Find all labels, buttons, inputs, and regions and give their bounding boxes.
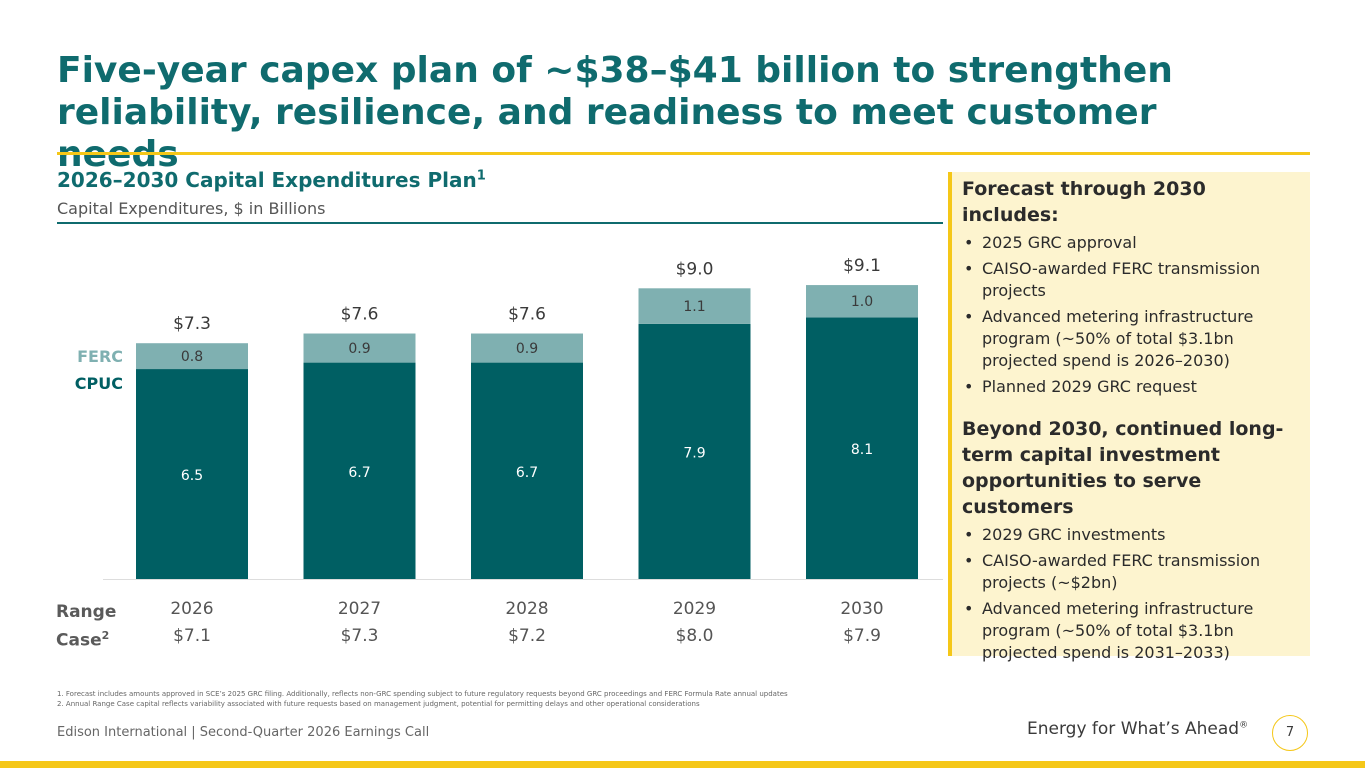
forecast-list: 2025 GRC approval CAISO-awarded FERC tra…	[962, 232, 1302, 398]
bar-ferc-2028	[471, 333, 583, 363]
panel-heading-forecast: Forecast through 2030 includes:	[962, 178, 1206, 226]
list-item: Planned 2029 GRC request	[962, 376, 1302, 398]
legend-ferc: FERC	[77, 347, 123, 366]
bar-total-label: $9.1	[843, 256, 881, 276]
bar-total-label: $7.6	[508, 305, 546, 325]
bar-cpuc-2029	[638, 323, 751, 579]
footer-event-label: Edison International | Second-Quarter 20…	[57, 725, 430, 740]
bar-cpuc-2026	[136, 369, 248, 579]
range-case-value: $7.9	[843, 626, 881, 646]
range-case-footnote-mark: 2	[101, 629, 110, 642]
panel-heading-beyond: Beyond 2030, continued long-term capital…	[962, 418, 1284, 518]
range-case-label-line2: Case2	[56, 629, 110, 651]
forecast-panel: Forecast through 2030 includes: 2025 GRC…	[948, 172, 1310, 662]
list-item: 2025 GRC approval	[962, 232, 1302, 254]
range-case-label: Range Case2	[56, 600, 116, 653]
data-label-cpuc: 7.9	[683, 445, 705, 461]
list-item: 2029 GRC investments	[962, 524, 1302, 546]
chart-subtitle: Capital Expenditures, $ in Billions	[57, 199, 326, 218]
data-label-ferc: 1.0	[851, 294, 873, 310]
x-tick-label: 2026	[170, 599, 213, 619]
range-case-value: $8.0	[676, 626, 714, 646]
bar-cpuc-2027	[303, 362, 416, 579]
x-tick-label: 2029	[673, 599, 716, 619]
page-number: 7	[1272, 715, 1308, 751]
list-item: Advanced metering infrastructure program…	[962, 306, 1302, 372]
data-label-ferc: 0.8	[181, 349, 203, 365]
data-label-ferc: 0.9	[516, 341, 538, 357]
bar-total-label: $7.6	[341, 305, 379, 325]
data-label-cpuc: 6.5	[181, 468, 203, 484]
bar-ferc-2027	[303, 333, 416, 363]
bar-ferc-2029	[638, 288, 751, 324]
chart-title: 2026–2030 Capital Expenditures Plan1	[57, 168, 486, 192]
chart-title-text: 2026–2030 Capital Expenditures Plan	[57, 168, 477, 192]
registered-mark: ®	[1239, 720, 1249, 731]
bar-ferc-2026	[136, 343, 248, 370]
footnotes: 1. Forecast includes amounts approved in…	[57, 689, 788, 709]
range-case-value: $7.2	[508, 626, 546, 646]
x-tick-label: 2027	[338, 599, 381, 619]
beyond-list: 2029 GRC investments CAISO-awarded FERC …	[962, 524, 1302, 664]
range-case-value: $7.3	[341, 626, 379, 646]
bar-total-label: $9.0	[676, 259, 714, 279]
list-item: CAISO-awarded FERC transmission projects	[962, 258, 1302, 302]
range-case-value: $7.1	[173, 626, 211, 646]
data-label-cpuc: 6.7	[348, 465, 370, 481]
x-tick-label: 2030	[840, 599, 883, 619]
data-label-ferc: 0.9	[348, 341, 370, 357]
legend-cpuc: CPUC	[75, 374, 123, 393]
footnote-2: 2. Annual Range Case capital reflects va…	[57, 700, 700, 708]
chart-title-footnote-mark: 1	[476, 168, 486, 184]
chart-divider	[57, 222, 943, 224]
list-item: Advanced metering infrastructure program…	[962, 598, 1302, 664]
bar-cpuc-2030	[806, 317, 918, 579]
data-label-cpuc: 6.7	[516, 465, 538, 481]
x-tick-label: 2028	[505, 599, 548, 619]
slide-title-line2: reliability, resilience, and readiness t…	[57, 92, 1157, 175]
range-case-label-line1: Range	[56, 602, 117, 622]
title-divider	[57, 152, 1310, 155]
slide-title-line1: Five-year capex plan of ~$38–$41 billion…	[57, 50, 1173, 91]
footnote-1: 1. Forecast includes amounts approved in…	[57, 690, 788, 698]
bar-ferc-2030	[806, 285, 918, 318]
slide-title: Five-year capex plan of ~$38–$41 billion…	[57, 50, 1277, 176]
bar-cpuc-2028	[471, 362, 583, 579]
brand-tagline: Energy for What’s Ahead®	[1027, 719, 1249, 739]
data-label-cpuc: 8.1	[851, 442, 873, 458]
footer-accent-bar	[0, 761, 1365, 768]
bar-total-label: $7.3	[173, 314, 211, 334]
data-label-ferc: 1.1	[683, 299, 705, 315]
list-item: CAISO-awarded FERC transmission projects…	[962, 550, 1302, 594]
